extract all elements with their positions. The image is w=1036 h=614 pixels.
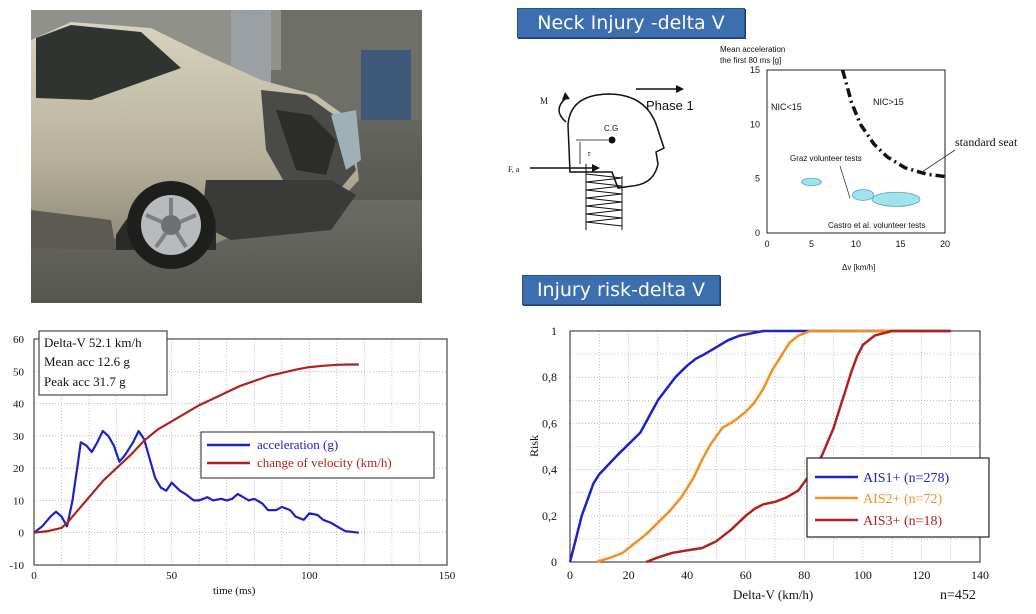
radius-label: r — [588, 149, 591, 158]
nic-xtick-1: 5 — [809, 239, 814, 249]
acc-ytick-7: 60 — [13, 334, 25, 346]
nic-xtick-3: 15 — [895, 239, 905, 249]
acc-xlabel: time (ms) — [213, 585, 256, 597]
nic-ylabel-line1: Mean acceleration — [720, 45, 785, 54]
nic-region-low-label: NIC<15 — [771, 102, 802, 112]
mean-acc-info: Mean acc 12.6 g — [44, 354, 130, 369]
delta-v-info: Delta-V 52.1 km/h — [44, 335, 142, 350]
risk-ytick-3: 0,6 — [542, 416, 557, 430]
crash-info-box — [38, 330, 168, 396]
risk-ytick-4: 0,8 — [542, 370, 557, 384]
moment-label: M — [540, 96, 548, 106]
nic-chart: Mean acceleration the first 80 ms [g] 0 5… — [710, 42, 1036, 282]
acc-series-line-1 — [33, 363, 359, 534]
volunteer-test-ellipse-2 — [871, 191, 921, 207]
acc-xtick-3: 150 — [439, 570, 456, 582]
nic-ytick-3: 15 — [750, 65, 760, 75]
acc-xtick-0: 0 — [31, 570, 37, 582]
castro-tests-label: Castro et al. volunteer tests — [828, 221, 925, 230]
acc-plot-frame — [33, 338, 448, 566]
risk-ytick-1: 0,2 — [542, 509, 557, 523]
risk-ytick-2: 0,4 — [542, 463, 557, 477]
acc-ytick-0: -10 — [9, 560, 24, 572]
acc-xtick-1: 50 — [166, 570, 178, 582]
phase-label: Phase 1 — [646, 98, 694, 113]
nic-xtick-4: 20 — [940, 239, 950, 249]
risk-series-line-1 — [596, 329, 922, 564]
neck-phase-diagram: M Phase 1 C.G r F, a — [508, 80, 738, 235]
nic-region-high-label: NIC>15 — [873, 97, 904, 107]
risk-series-line-0 — [568, 329, 951, 563]
acc-legend — [200, 431, 435, 479]
risk-xtick-1: 20 — [623, 568, 635, 582]
risk-series-line-2 — [645, 329, 951, 564]
acc-xtick-2: 100 — [301, 570, 318, 582]
acc-ytick-1: 0 — [19, 528, 25, 540]
risk-chart: 0 20 40 60 80 100 120 140 0 0,2 0,4 0,6 0,8 1 Risk De… — [520, 320, 1036, 610]
acc-series-line-0 — [33, 429, 360, 534]
legend-ais1-label: AIS1+ (n=278) — [863, 471, 950, 486]
nic-xtick-0: 0 — [764, 239, 769, 249]
sample-size-note: n=452 — [940, 588, 976, 603]
center-of-gravity-label: C.G — [604, 124, 618, 133]
nic-plot-frame — [766, 69, 946, 234]
risk-xtick-2: 40 — [681, 568, 693, 582]
risk-xtick-7: 140 — [971, 568, 989, 582]
volunteer-test-ellipse-0 — [801, 177, 822, 187]
risk-xlabel: Delta-V (km/h) — [733, 587, 813, 602]
nic-ytick-0: 0 — [755, 228, 760, 238]
standard-seat-label: standard seat — [955, 135, 1018, 149]
legend-acceleration-label: acceleration (g) — [257, 437, 338, 452]
legend-velocity-label: change of velocity (km/h) — [257, 455, 392, 470]
volunteer-test-ellipse-1 — [852, 189, 875, 201]
acc-ytick-6: 50 — [13, 366, 25, 378]
risk-ytick-5: 1 — [551, 324, 557, 338]
nic-ylabel-line2: the first 80 ms [g] — [720, 56, 781, 65]
neck-injury-title: Neck Injury -delta V — [517, 8, 745, 38]
injury-risk-title: Injury risk-delta V — [522, 275, 720, 305]
nic15-boundary-curve — [840, 69, 946, 179]
risk-xtick-3: 60 — [740, 568, 752, 582]
peak-acc-info: Peak acc 31.7 g — [44, 374, 126, 389]
risk-xtick-6: 120 — [912, 568, 930, 582]
acceleration-chart: 0 50 100 150 -10 0 10 20 30 40 50 60 Delta-V 52.1 k… — [0, 328, 470, 610]
legend-ais3-label: AIS3+ (n=18) — [863, 514, 943, 529]
force-label: F, a — [508, 165, 520, 174]
risk-xtick-0: 0 — [567, 568, 573, 582]
nic-xlabel: Δv [km/h] — [842, 263, 875, 272]
nic-ytick-1: 5 — [755, 174, 760, 184]
risk-ylabel: Risk — [527, 435, 541, 457]
legend-ais2-label: AIS2+ (n=72) — [863, 492, 943, 507]
graz-tests-label: Graz volunteer tests — [790, 154, 862, 163]
acc-ytick-3: 20 — [13, 463, 25, 475]
risk-ytick-0: 0 — [551, 555, 557, 569]
nic-xtick-2: 10 — [851, 239, 861, 249]
crashed-car-photo — [31, 10, 422, 303]
acc-ytick-4: 30 — [13, 431, 25, 443]
acc-ytick-5: 40 — [13, 399, 25, 411]
nic-ytick-2: 10 — [750, 119, 760, 129]
acc-ytick-2: 10 — [13, 495, 25, 507]
risk-xtick-4: 80 — [798, 568, 810, 582]
risk-xtick-5: 100 — [854, 568, 872, 582]
